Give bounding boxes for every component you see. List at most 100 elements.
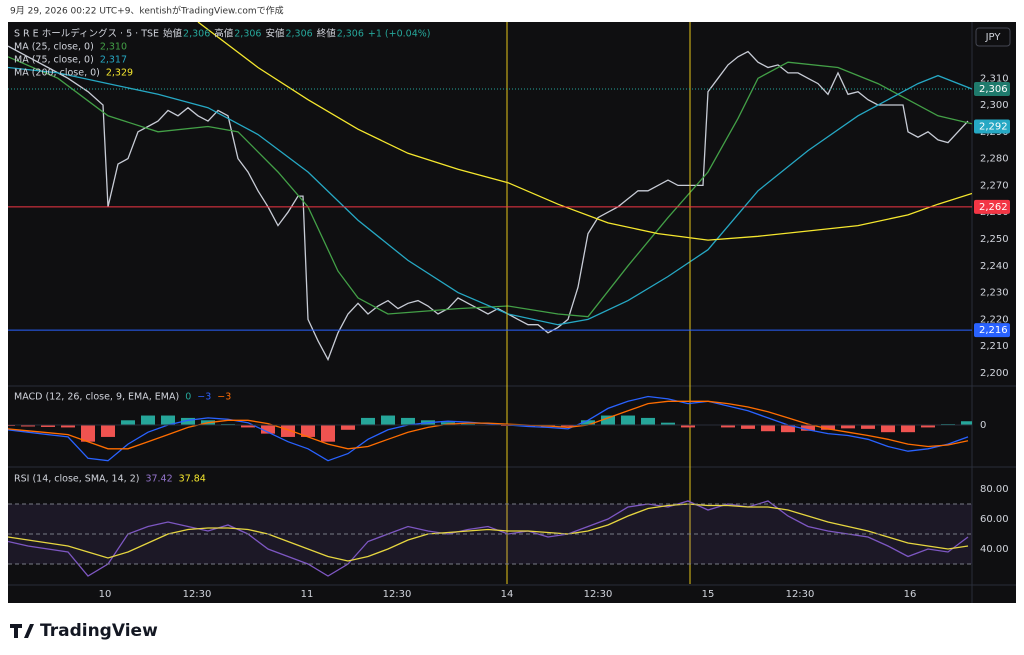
ohlc-value: 2,306 — [234, 29, 261, 40]
y-tick-label: 2,210 — [980, 341, 1009, 352]
histogram-bar — [301, 425, 315, 437]
histogram-bar — [921, 425, 935, 428]
x-tick-label: 12:30 — [584, 589, 613, 600]
histogram-bar — [641, 417, 655, 426]
histogram-bar — [721, 425, 735, 428]
histogram-bar — [741, 425, 755, 429]
histogram-bar — [961, 421, 972, 426]
chart-background — [8, 22, 1016, 603]
series-line — [8, 45, 969, 362]
series-line — [197, 22, 972, 241]
rsi-band — [8, 503, 972, 565]
histogram-bar — [821, 425, 835, 430]
y-tick-label: 2,240 — [980, 261, 1009, 272]
histogram-bar — [521, 425, 535, 427]
histogram-bar — [61, 425, 75, 428]
indicator-value: −3 — [197, 392, 211, 403]
indicator-title: MACD (12, 26, close, 9, EMA, EMA) — [14, 392, 179, 403]
price-marker-bg — [974, 119, 1010, 134]
indicator-value: −3 — [217, 392, 231, 403]
histogram-bar — [381, 415, 395, 426]
ohlc-name: 終値 — [317, 28, 337, 40]
brand: TradingView — [40, 621, 158, 641]
y-tick-label: 2,200 — [980, 368, 1009, 379]
price-label-bg — [974, 323, 1010, 338]
histogram-bar — [761, 425, 775, 432]
y-tick-label: 2,230 — [980, 288, 1009, 299]
histogram-bar — [121, 420, 135, 426]
series-line — [8, 66, 972, 326]
histogram-bar — [681, 425, 695, 428]
legend-name: MA (75, close, 0) — [14, 55, 94, 66]
ohlc-name: 高値 — [214, 28, 234, 40]
histogram-bar — [801, 425, 815, 431]
histogram-bar — [601, 415, 615, 426]
ohlc-value: 2,306 — [285, 29, 312, 40]
histogram-bar — [621, 415, 635, 426]
histogram-bar — [41, 425, 55, 427]
histogram-bar — [281, 425, 295, 437]
histogram-bar — [261, 425, 275, 434]
legend-value: 2,329 — [106, 68, 133, 79]
x-tick-label: 11 — [301, 589, 314, 600]
x-tick-label: 15 — [702, 589, 715, 600]
y-tick-label: 2,310 — [980, 73, 1009, 84]
series-line — [8, 500, 969, 577]
indicator-value: 0 — [185, 392, 191, 403]
brand-logo — [10, 624, 34, 638]
histogram-bar — [361, 417, 375, 426]
histogram-bar — [401, 417, 415, 426]
ohlc-value: 2,306 — [337, 29, 364, 40]
y-tick-label: 0 — [980, 420, 986, 431]
price-marker: 2,292 — [979, 121, 1008, 132]
y-tick-label: 2,280 — [980, 154, 1009, 165]
pane — [8, 22, 972, 362]
legend-value: 2,310 — [100, 42, 127, 53]
ohlc-name: 始値 — [163, 28, 183, 40]
series-line — [8, 56, 972, 318]
y-tick-label: 2,250 — [980, 234, 1009, 245]
ohlc-name: 安値 — [265, 28, 285, 40]
histogram-bar — [861, 425, 875, 429]
x-tick-label: 12:30 — [786, 589, 815, 600]
histogram-bar — [781, 425, 795, 433]
price-marker: 2,306 — [979, 84, 1008, 95]
x-tick-label: 16 — [904, 589, 917, 600]
credit: 9月 29, 2026 00:22 UTC+9、kentishがTradingV… — [10, 5, 284, 17]
symbol: S R E ホールディングス · 5 · TSE — [14, 28, 159, 40]
y-tick-label: 2,300 — [980, 100, 1009, 111]
legend-value: 2,317 — [100, 55, 127, 66]
ohlc-value: 2,306 — [183, 29, 210, 40]
y-tick-label: 80.00 — [980, 484, 1009, 495]
pane — [8, 395, 972, 462]
y-tick-label: 2,220 — [980, 314, 1009, 325]
histogram-bar — [81, 425, 95, 442]
price-label: 2,216 — [979, 325, 1008, 336]
pane — [8, 500, 969, 577]
y-tick-label: 2,270 — [980, 180, 1009, 191]
x-tick-label: 14 — [501, 589, 514, 600]
histogram-bar — [161, 415, 175, 426]
legend-name: MA (25, close, 0) — [14, 42, 94, 53]
histogram-bar — [341, 425, 355, 430]
price-label-bg — [974, 199, 1010, 214]
histogram-bar — [661, 422, 675, 426]
histogram-bar — [901, 425, 915, 433]
histogram-bar — [241, 425, 255, 428]
x-tick-label: 12:30 — [183, 589, 212, 600]
change: +1 (+0.04%) — [368, 29, 431, 40]
histogram-bar — [841, 425, 855, 429]
price-label: 2,262 — [979, 202, 1008, 213]
currency: JPY — [985, 32, 1002, 43]
series-line — [8, 400, 969, 450]
histogram-bar — [561, 425, 575, 427]
histogram-bar — [581, 420, 595, 426]
indicator-value: 37.42 — [145, 474, 172, 485]
y-tick-label: 40.00 — [980, 544, 1009, 555]
histogram-bar — [321, 425, 335, 442]
y-tick-label: 60.00 — [980, 514, 1009, 525]
currency-button[interactable] — [975, 27, 1011, 47]
histogram-bar — [181, 417, 195, 426]
price-marker-bg — [974, 81, 1010, 96]
